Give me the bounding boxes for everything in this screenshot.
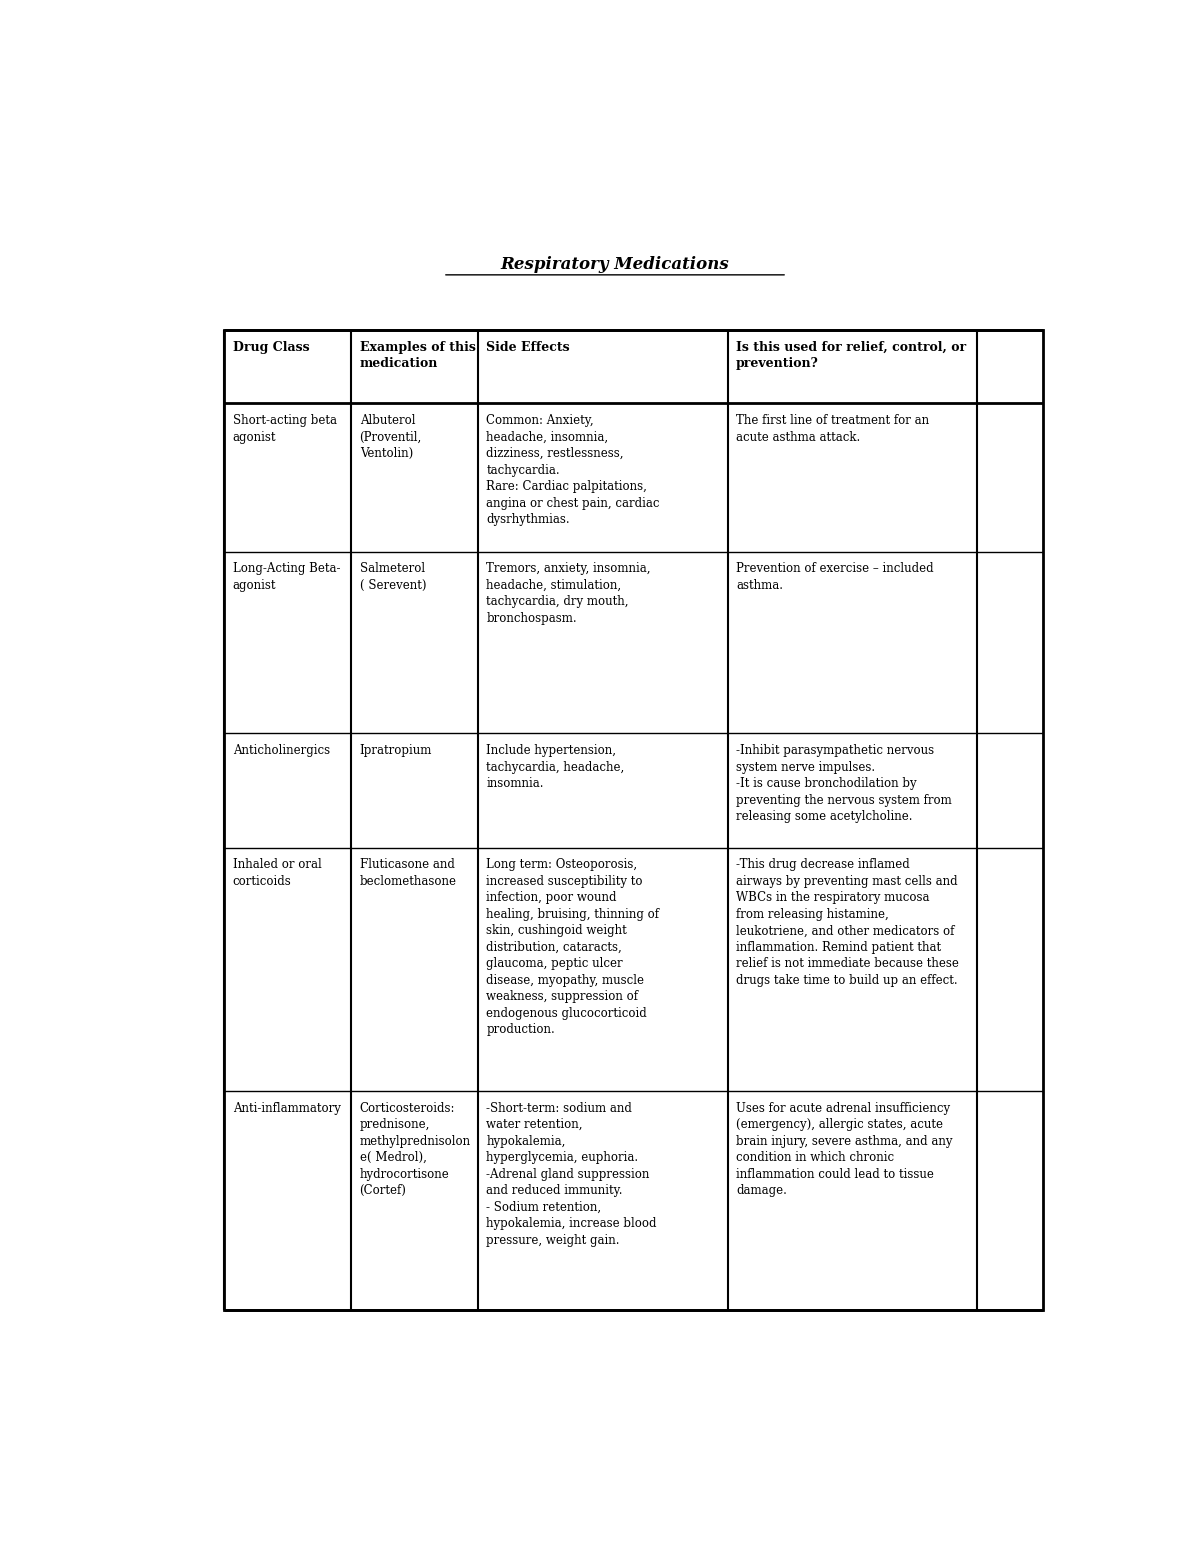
Text: Albuterol
(Proventil,
Ventolin): Albuterol (Proventil, Ventolin) (360, 415, 422, 460)
Text: Anti-inflammatory: Anti-inflammatory (233, 1101, 341, 1115)
Text: Side Effects: Side Effects (486, 340, 570, 354)
Text: Uses for acute adrenal insufficiency
(emergency), allergic states, acute
brain i: Uses for acute adrenal insufficiency (em… (736, 1101, 953, 1197)
Text: Ipratropium: Ipratropium (360, 744, 432, 756)
Text: Long term: Osteoporosis,
increased susceptibility to
infection, poor wound
heali: Long term: Osteoporosis, increased susce… (486, 859, 660, 1036)
Text: Examples of this
medication: Examples of this medication (360, 340, 475, 370)
Text: Salmeterol
( Serevent): Salmeterol ( Serevent) (360, 562, 426, 592)
Text: Prevention of exercise – included
asthma.: Prevention of exercise – included asthma… (736, 562, 934, 592)
Text: Respiratory Medications: Respiratory Medications (500, 256, 730, 273)
Text: Drug Class: Drug Class (233, 340, 310, 354)
Text: Long-Acting Beta-
agonist: Long-Acting Beta- agonist (233, 562, 341, 592)
Text: Anticholinergics: Anticholinergics (233, 744, 330, 756)
Text: -Inhibit parasympathetic nervous
system nerve impulses.
-It is cause bronchodila: -Inhibit parasympathetic nervous system … (736, 744, 952, 823)
Text: Common: Anxiety,
headache, insomnia,
dizziness, restlessness,
tachycardia.
Rare:: Common: Anxiety, headache, insomnia, diz… (486, 415, 660, 526)
Bar (224, 329, 1043, 1311)
Text: Tremors, anxiety, insomnia,
headache, stimulation,
tachycardia, dry mouth,
bronc: Tremors, anxiety, insomnia, headache, st… (486, 562, 650, 624)
Text: -This drug decrease inflamed
airways by preventing mast cells and
WBCs in the re: -This drug decrease inflamed airways by … (736, 859, 959, 988)
Text: The first line of treatment for an
acute asthma attack.: The first line of treatment for an acute… (736, 415, 929, 444)
Text: Corticosteroids:
prednisone,
methylprednisolon
e( Medrol),
hydrocortisone
(Corte: Corticosteroids: prednisone, methylpredn… (360, 1101, 470, 1197)
Text: Fluticasone and
beclomethasone: Fluticasone and beclomethasone (360, 859, 457, 888)
Text: -Short-term: sodium and
water retention,
hypokalemia,
hyperglycemia, euphoria.
-: -Short-term: sodium and water retention,… (486, 1101, 656, 1247)
Text: Short-acting beta
agonist: Short-acting beta agonist (233, 415, 337, 444)
Text: Inhaled or oral
corticoids: Inhaled or oral corticoids (233, 859, 322, 888)
Text: Include hypertension,
tachycardia, headache,
insomnia.: Include hypertension, tachycardia, heada… (486, 744, 625, 790)
Text: Is this used for relief, control, or
prevention?: Is this used for relief, control, or pre… (736, 340, 966, 370)
